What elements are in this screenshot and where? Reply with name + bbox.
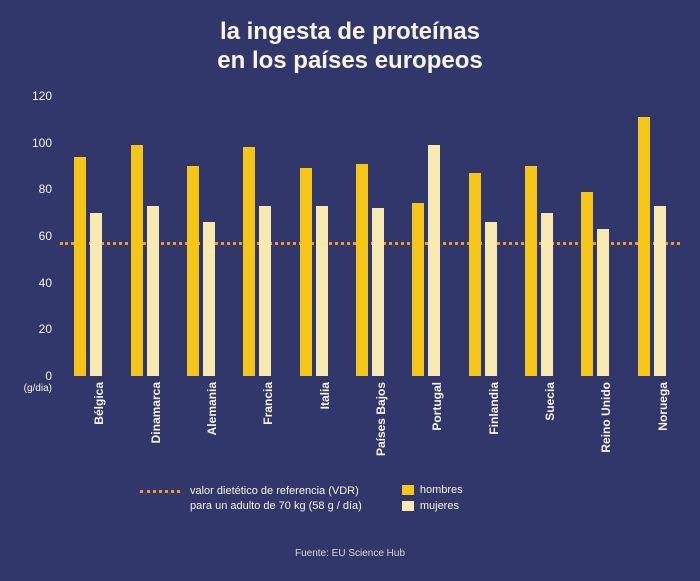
- x-label: Suecia: [543, 382, 557, 421]
- chart-title: la ingesta de proteínas en los países eu…: [0, 0, 700, 76]
- y-tick: 60: [39, 229, 52, 243]
- bar-mujeres: [654, 206, 666, 376]
- bar-mujeres: [372, 208, 384, 376]
- x-label: Reino Unido: [599, 382, 613, 453]
- bar-hombres: [74, 157, 86, 376]
- y-tick: 40: [39, 276, 52, 290]
- bar-group: [285, 96, 341, 376]
- bar-hombres: [412, 203, 424, 376]
- legend: valor dietético de referencia (VDR) para…: [140, 484, 463, 514]
- bar-hombres: [243, 147, 255, 376]
- bar-group: [455, 96, 511, 376]
- legend-label: mujeres: [420, 500, 459, 512]
- bar-hombres: [638, 117, 650, 376]
- legend-vdr-text: valor dietético de referencia (VDR) para…: [190, 484, 362, 514]
- legend-swatch-mujeres: [402, 501, 414, 511]
- x-label: Alemania: [205, 382, 219, 435]
- y-unit-label: (g/dia): [24, 383, 52, 394]
- x-label: Noruega: [656, 382, 670, 431]
- bar-hombres: [187, 166, 199, 376]
- x-axis-labels: Bélgica Dinamarca Alemania Francia Italia Paí…: [60, 376, 680, 476]
- x-label: Francia: [261, 382, 275, 425]
- vdr-line-icon: [140, 490, 180, 493]
- y-tick: 100: [32, 136, 52, 150]
- x-label: Italia: [318, 382, 332, 409]
- title-line-1: la ingesta de proteínas: [0, 18, 700, 47]
- bar-hombres: [356, 164, 368, 376]
- y-axis: 020406080100120(g/dia): [0, 96, 60, 376]
- bar-mujeres: [541, 213, 553, 376]
- source-text: Fuente: EU Science Hub: [0, 548, 700, 559]
- bar-group: [398, 96, 454, 376]
- x-label: Portugal: [430, 382, 444, 431]
- bars-region: [60, 96, 680, 376]
- legend-series: hombres mujeres: [402, 484, 463, 512]
- y-tick: 80: [39, 182, 52, 196]
- vdr-text-line-1: valor dietético de referencia (VDR): [190, 484, 362, 499]
- bar-group: [116, 96, 172, 376]
- bar-group: [624, 96, 680, 376]
- bar-hombres: [131, 145, 143, 376]
- bar-mujeres: [316, 206, 328, 376]
- bar-group: [342, 96, 398, 376]
- y-tick: 20: [39, 322, 52, 336]
- title-line-2: en los países europeos: [0, 47, 700, 76]
- bar-group: [229, 96, 285, 376]
- y-tick: 120: [32, 89, 52, 103]
- legend-vdr: valor dietético de referencia (VDR) para…: [140, 484, 362, 514]
- bar-group: [511, 96, 567, 376]
- plot-area: 020406080100120(g/dia): [0, 96, 700, 376]
- vdr-text-line-2: para un adulto de 70 kg (58 g / día): [190, 499, 362, 514]
- y-tick: 0: [45, 369, 52, 383]
- chart-container: la ingesta de proteínas en los países eu…: [0, 0, 700, 581]
- bar-mujeres: [485, 222, 497, 376]
- bar-group: [567, 96, 623, 376]
- bar-mujeres: [428, 145, 440, 376]
- legend-item-mujeres: mujeres: [402, 500, 463, 512]
- x-label: Finlandia: [487, 382, 501, 435]
- bar-hombres: [581, 192, 593, 376]
- bar-hombres: [525, 166, 537, 376]
- x-label: Bélgica: [92, 382, 106, 425]
- legend-label: hombres: [420, 484, 463, 496]
- bar-mujeres: [259, 206, 271, 376]
- legend-item-hombres: hombres: [402, 484, 463, 496]
- bar-hombres: [469, 173, 481, 376]
- bar-mujeres: [90, 213, 102, 376]
- legend-swatch-hombres: [402, 485, 414, 495]
- bar-mujeres: [147, 206, 159, 376]
- bar-group: [173, 96, 229, 376]
- bar-mujeres: [203, 222, 215, 376]
- x-label: Dinamarca: [149, 382, 163, 443]
- bar-hombres: [300, 168, 312, 376]
- bar-group: [60, 96, 116, 376]
- x-label: Países Bajos: [374, 382, 388, 456]
- bar-mujeres: [597, 229, 609, 376]
